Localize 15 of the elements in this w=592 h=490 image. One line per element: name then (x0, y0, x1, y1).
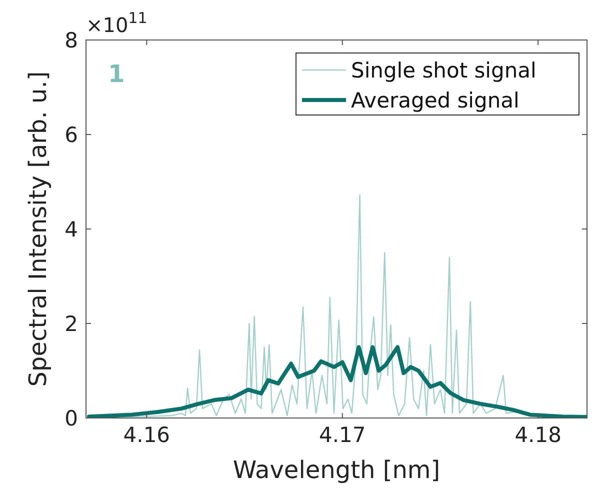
y-axis-title: Spectral Intensity [arb. u.] (24, 71, 52, 387)
annotation: 1 (108, 60, 125, 88)
y-tick-label: 2 (64, 312, 78, 336)
y-tick-label: 0 (64, 406, 78, 430)
y-tick-label: 6 (64, 122, 78, 147)
legend-label: Single shot signal (351, 58, 536, 82)
x-tick-label: 4.17 (318, 423, 366, 447)
line-series (86, 345, 587, 418)
y-tick-label: 8 (64, 28, 78, 52)
y-tick-label: 4 (64, 217, 78, 242)
text: ×10$^{11}$ (86, 9, 148, 37)
x-axis-title: Wavelength [nm] (232, 456, 440, 484)
legend-label: Averaged signal (351, 88, 520, 112)
x-tick-label: 4.18 (514, 423, 562, 447)
x-tick-label: 4.16 (123, 423, 170, 447)
